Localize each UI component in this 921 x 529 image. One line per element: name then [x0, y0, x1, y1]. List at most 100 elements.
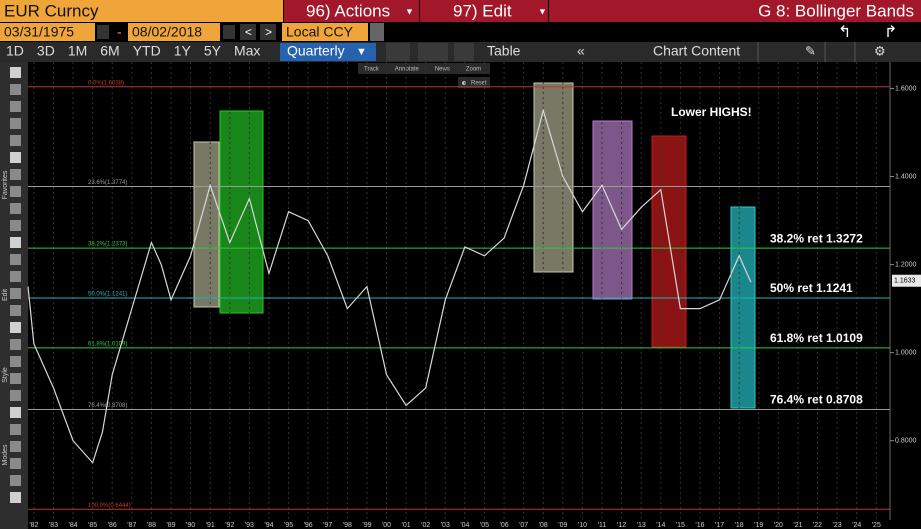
period-button[interactable]: 5Y: [204, 43, 222, 59]
tool-icon[interactable]: [10, 271, 21, 282]
period-button[interactable]: 1M: [68, 43, 87, 59]
tool-icon[interactable]: [10, 441, 21, 452]
x-tick-label: '25: [872, 522, 881, 529]
period-button[interactable]: Max: [234, 43, 260, 59]
line-icon-button[interactable]: [386, 43, 410, 61]
chart-tool[interactable]: News: [435, 67, 450, 73]
next-icon: >: [265, 25, 272, 39]
retracement-label: 38.2%(1.2373): [88, 242, 127, 248]
side-label: Modes: [2, 444, 9, 466]
security-field[interactable]: [0, 0, 283, 22]
retracement-note: 50% ret 1.1241: [770, 281, 853, 295]
actions: 96) Actions: [306, 1, 390, 20]
tool-icon[interactable]: [10, 186, 21, 197]
bar-icon-button[interactable]: [418, 43, 448, 61]
edit-menu[interactable]: [420, 0, 548, 22]
calendar-button[interactable]: [97, 25, 109, 39]
start-date-field[interactable]: [0, 23, 95, 41]
tool-icon[interactable]: [10, 356, 21, 367]
chart-tool[interactable]: Track: [364, 67, 380, 73]
x-tick-label: '91: [206, 522, 215, 529]
x-tick-label: '90: [186, 522, 195, 529]
reset-label: Reset: [471, 81, 487, 87]
edit-icon[interactable]: ✎: [805, 43, 816, 58]
last-price: 1.1633: [894, 278, 916, 285]
x-tick-label: '23: [833, 522, 842, 529]
tool-icon[interactable]: [10, 67, 21, 78]
tool-icon[interactable]: [10, 424, 21, 435]
x-tick-label: '21: [793, 522, 802, 529]
date-separator: -: [117, 24, 122, 40]
tool-icon[interactable]: [10, 407, 21, 418]
x-tick-label: '86: [108, 522, 117, 529]
x-tick-label: '96: [304, 522, 313, 529]
retracement-label: 0.0%(1.6038): [88, 80, 124, 86]
function-name: G 8: Bollinger Bands: [758, 1, 914, 20]
x-tick-label: '13: [637, 522, 646, 529]
tool-icon[interactable]: [10, 492, 21, 503]
tool-icon[interactable]: [10, 118, 21, 129]
x-tick-label: '84: [68, 522, 77, 529]
x-tick-label: '85: [88, 522, 97, 529]
x-tick-label: '05: [480, 522, 489, 529]
actions-menu[interactable]: [284, 0, 419, 22]
highlight-box: [193, 141, 220, 308]
tool-icon[interactable]: [10, 203, 21, 214]
currency-field[interactable]: [282, 23, 368, 41]
period-button[interactable]: 6M: [100, 43, 119, 59]
tool-icon[interactable]: [10, 288, 21, 299]
side-label: Edit: [2, 289, 9, 301]
x-tick-label: '02: [421, 522, 430, 529]
tool-icon[interactable]: [10, 101, 21, 112]
tool-icon[interactable]: [10, 339, 21, 350]
x-tick-label: '14: [656, 522, 665, 529]
forward-icon[interactable]: ↱: [884, 24, 897, 41]
chart-content-button[interactable]: Chart Content: [653, 43, 740, 59]
x-tick-label: '22: [813, 522, 822, 529]
calendar-button[interactable]: [223, 25, 235, 39]
settings-icon[interactable]: ⚙: [874, 43, 886, 58]
frequency: Quarterly: [287, 43, 345, 59]
prev-button[interactable]: [240, 24, 256, 40]
chart-tool[interactable]: Zoom: [466, 67, 481, 73]
next-button[interactable]: [260, 24, 276, 40]
period-button[interactable]: 3D: [37, 43, 55, 59]
tool-icon[interactable]: [10, 152, 21, 163]
x-tick-label: '16: [695, 522, 704, 529]
x-tick-label: '18: [735, 522, 744, 529]
tool-icon[interactable]: [10, 305, 21, 316]
currency-dropdown[interactable]: [370, 23, 384, 41]
x-tick-label: '09: [558, 522, 567, 529]
tool-icon[interactable]: [10, 135, 21, 146]
tool-icon[interactable]: [10, 390, 21, 401]
tool-icon[interactable]: [10, 475, 21, 486]
period-button[interactable]: 1D: [6, 43, 24, 59]
dropdown-arrow: ▼: [356, 46, 367, 58]
x-tick-label: '20: [774, 522, 783, 529]
back-icon[interactable]: ↰: [838, 24, 851, 41]
end-date-field[interactable]: [128, 23, 220, 41]
collapse-button[interactable]: «: [577, 43, 585, 59]
annotation: Lower HIGHS!: [671, 105, 752, 119]
tool-icon[interactable]: [10, 220, 21, 231]
tool-icon[interactable]: [10, 84, 21, 95]
tool-icon[interactable]: [10, 237, 21, 248]
reset-button[interactable]: [458, 77, 490, 88]
frequency-button[interactable]: [280, 43, 376, 61]
period-button[interactable]: YTD: [133, 43, 161, 59]
retracement-label: 50.0%(1.1241): [88, 292, 127, 298]
x-tick-label: '88: [147, 522, 156, 529]
dropdown-button[interactable]: [454, 43, 474, 61]
x-tick-label: '87: [127, 522, 136, 529]
tool-icon[interactable]: [10, 169, 21, 180]
retracement-label: 100.0%(0.6444): [88, 503, 131, 509]
price-line: [27, 108, 752, 464]
x-tick-label: '99: [362, 522, 371, 529]
period-button[interactable]: 1Y: [174, 43, 192, 59]
tool-icon[interactable]: [10, 254, 21, 265]
tool-icon[interactable]: [10, 458, 21, 469]
table-button[interactable]: Table: [487, 43, 521, 59]
tool-icon[interactable]: [10, 373, 21, 384]
tool-icon[interactable]: [10, 322, 21, 333]
chart-tool[interactable]: Annotate: [395, 67, 420, 73]
